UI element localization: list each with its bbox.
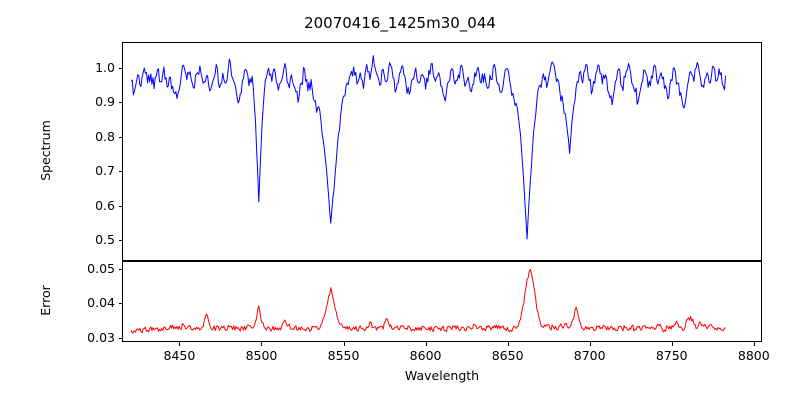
y-tick-mark-spectrum-1.0 — [118, 67, 122, 69]
x-tick-mark-8700 — [589, 342, 591, 346]
y-tick-label-spectrum-0.8: 0.8 — [95, 128, 115, 144]
x-tick-mark-8550 — [343, 342, 345, 346]
x-tick-mark-8750 — [671, 342, 673, 346]
y-tick-mark-spectrum-0.7 — [118, 171, 122, 173]
y-tick-mark-error-0.03 — [118, 337, 122, 339]
spectrum-line-plot — [123, 43, 761, 260]
y-tick-label-error-0.04: 0.04 — [87, 295, 115, 311]
x-tick-label-8750: 8750 — [655, 348, 688, 363]
y-tick-label-spectrum-0.7: 0.7 — [95, 163, 115, 179]
y-tick-label-spectrum-0.9: 0.9 — [95, 94, 115, 110]
y-tick-mark-spectrum-0.9 — [118, 102, 122, 104]
y-tick-mark-spectrum-0.6 — [118, 205, 122, 207]
chart-title: 20070416_1425m30_044 — [304, 14, 496, 32]
x-tick-mark-8500 — [261, 342, 263, 346]
x-tick-label-8600: 8600 — [409, 348, 442, 363]
x-tick-mark-8600 — [425, 342, 427, 346]
y-tick-mark-spectrum-0.8 — [118, 136, 122, 138]
y-tick-label-spectrum-0.6: 0.6 — [95, 197, 115, 213]
error-panel — [122, 261, 762, 342]
x-tick-label-8800: 8800 — [737, 348, 770, 363]
x-tick-mark-8450 — [179, 342, 181, 346]
x-axis-label: Wavelength — [404, 368, 480, 383]
y-tick-label-spectrum-0.5: 0.5 — [95, 232, 115, 248]
x-tick-label-8500: 8500 — [245, 348, 278, 363]
x-tick-label-8450: 8450 — [163, 348, 196, 363]
y-tick-mark-spectrum-0.5 — [118, 240, 122, 242]
y-tick-label-spectrum-1.0: 1.0 — [95, 59, 115, 75]
x-tick-mark-8650 — [507, 342, 509, 346]
y-tick-label-error-0.03: 0.03 — [87, 329, 115, 345]
x-tick-mark-8800 — [753, 342, 755, 346]
error-line-plot — [123, 262, 761, 341]
y-tick-mark-error-0.05 — [118, 268, 122, 270]
y-tick-label-error-0.05: 0.05 — [87, 260, 115, 276]
x-tick-label-8650: 8650 — [491, 348, 524, 363]
y-axis-label-spectrum: Spectrum — [37, 119, 53, 181]
x-tick-label-8550: 8550 — [327, 348, 360, 363]
x-tick-label-8700: 8700 — [573, 348, 606, 363]
y-tick-mark-error-0.04 — [118, 303, 122, 305]
y-axis-label-error: Error — [37, 284, 53, 316]
spectrum-panel — [122, 42, 762, 261]
